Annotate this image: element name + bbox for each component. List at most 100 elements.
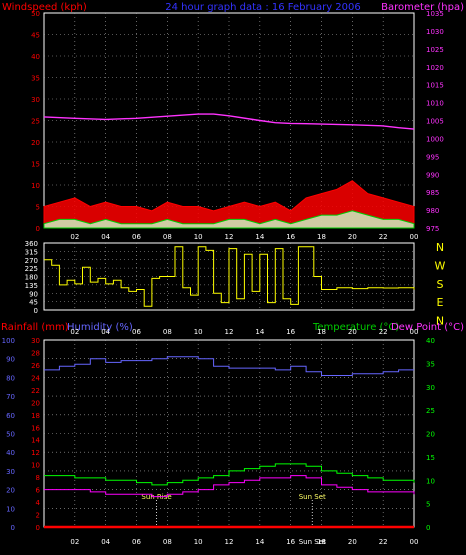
- rainfall-y-tick-label: 30: [31, 337, 40, 345]
- direction-panel-x-tick-label: 06: [132, 328, 141, 336]
- humidity-y-tick-label: 100: [2, 337, 15, 345]
- rainfall-y-tick-label: 6: [36, 487, 41, 495]
- humidity-y-tick-label: 70: [6, 393, 15, 401]
- wind-average-series: [43, 210, 415, 229]
- windspeed-y-tick-label: 15: [31, 161, 40, 169]
- direction-y-tick-label: 225: [25, 265, 38, 273]
- direction-panel-x-tick-label: 10: [194, 328, 203, 336]
- climate-panel-x-tick-label: 20: [348, 538, 357, 546]
- barometer-y-tick-label: 1030: [426, 28, 444, 36]
- humidity-series: [44, 356, 414, 376]
- temperature-y-tick-label: 30: [426, 384, 435, 392]
- wind-panel-x-tick-label: 18: [317, 233, 326, 241]
- rainfall-y-tick-label: 2: [36, 512, 40, 520]
- rainfall-y-tick-label: 24: [31, 374, 40, 382]
- direction-y-tick-label: 90: [29, 290, 38, 298]
- climate-panel-x-tick-label: 06: [132, 538, 141, 546]
- barometer-y-tick-label: 1015: [426, 82, 444, 90]
- barometer-axis-title: Barometer (hpa): [381, 2, 464, 13]
- rainfall-y-tick-label: 8: [36, 474, 40, 482]
- barometer-series: [43, 113, 415, 130]
- windspeed-y-tick-label: 5: [36, 204, 40, 212]
- climate-panel-x-tick-label: 14: [255, 538, 264, 546]
- wind-panel-x-tick-label: 20: [348, 233, 357, 241]
- climate-panel-x-tick-label: 18: [317, 538, 326, 546]
- rainfall-y-tick-label: 16: [31, 424, 40, 432]
- direction-panel-x-tick-label: 22: [379, 328, 388, 336]
- temperature-y-tick-label: 15: [426, 454, 435, 462]
- direction-y-tick-label: 180: [25, 274, 38, 282]
- direction-y-tick-label: 315: [25, 248, 38, 256]
- temperature-y-tick-label: 20: [426, 431, 435, 439]
- temperature-series: [44, 463, 415, 486]
- wind-panel-x-tick-label: 16: [286, 233, 295, 241]
- barometer-y-tick-label: 980: [426, 207, 439, 215]
- wind-direction-series: [44, 246, 415, 307]
- barometer-y-tick-label: 1020: [426, 64, 444, 72]
- direction-panel-x-tick-label: 18: [317, 328, 326, 336]
- barometer-y-tick-label: 1005: [426, 118, 444, 126]
- humidity-y-tick-label: 0: [11, 524, 15, 532]
- direction-y-tick-label: 360: [25, 240, 38, 248]
- humidity-y-tick-label: 30: [6, 468, 15, 476]
- barometer-y-tick-label: 1010: [426, 100, 444, 108]
- humidity-y-tick-label: 60: [6, 412, 15, 420]
- climate-panel-x-tick-label: 04: [101, 538, 110, 546]
- compass-direction-label: W: [435, 259, 446, 272]
- climate-panel-x-tick-label: 16: [286, 538, 295, 546]
- humidity-y-tick-label: 20: [6, 487, 15, 495]
- graph-date-title: 24 hour graph data : 16 February 2006: [165, 2, 361, 13]
- compass-direction-label: E: [437, 296, 444, 309]
- windspeed-y-tick-label: 30: [31, 96, 40, 104]
- direction-panel-x-tick-label: 16: [286, 328, 295, 336]
- rainfall-y-tick-label: 14: [31, 437, 40, 445]
- barometer-y-tick-label: 1025: [426, 46, 444, 54]
- windspeed-y-tick-label: 35: [31, 75, 40, 83]
- rainfall-y-tick-label: 4: [36, 499, 41, 507]
- compass-direction-label: N: [436, 241, 444, 254]
- temperature-y-tick-label: 25: [426, 407, 435, 415]
- humidity-y-tick-label: 80: [6, 374, 15, 382]
- direction-y-tick-label: 0: [34, 307, 38, 315]
- direction-panel-x-tick-label: 20: [348, 328, 357, 336]
- wind-panel-x-tick-label: 12: [225, 233, 234, 241]
- barometer-y-tick-label: 995: [426, 153, 439, 161]
- climate-panel-x-tick-label: 00: [410, 538, 419, 546]
- direction-panel-x-tick-label: 08: [163, 328, 172, 336]
- sunset-axis-label: Sun Set: [299, 538, 326, 546]
- wind-panel-x-tick-label: 22: [379, 233, 388, 241]
- direction-panel-x-tick-label: 14: [255, 328, 264, 336]
- humidity-y-tick-label: 10: [6, 505, 15, 513]
- humidity-axis-title: Humidity (%): [67, 322, 133, 333]
- compass-direction-label: N: [436, 315, 444, 328]
- direction-y-tick-label: 45: [29, 299, 38, 307]
- temperature-y-tick-label: 0: [426, 524, 430, 532]
- direction-panel-x-tick-label: 00: [410, 328, 419, 336]
- temperature-axis-title: Temperature (°C): [312, 322, 399, 333]
- direction-panel-x-tick-label: 12: [225, 328, 234, 336]
- dewpoint-axis-title: Dew Point (°C): [391, 322, 464, 333]
- sunset-label: Sun Set: [299, 493, 326, 501]
- wind-panel-x-tick-label: 02: [70, 233, 79, 241]
- windspeed-y-tick-label: 20: [31, 139, 40, 147]
- windspeed-y-tick-label: 10: [31, 182, 40, 190]
- climate-panel-x-tick-label: 12: [225, 538, 234, 546]
- climate-panel-x-tick-label: 22: [379, 538, 388, 546]
- wind-panel-x-tick-label: 04: [101, 233, 110, 241]
- rainfall-y-tick-label: 22: [31, 387, 40, 395]
- wind-panel-x-tick-label: 10: [194, 233, 203, 241]
- rainfall-axis-title: Rainfall (mm): [1, 322, 69, 333]
- windspeed-y-tick-label: 50: [31, 10, 40, 18]
- climate-panel-x-tick-label: 08: [163, 538, 172, 546]
- barometer-y-tick-label: 1035: [426, 10, 444, 18]
- rainfall-y-tick-label: 0: [36, 524, 40, 532]
- dewpoint-series: [44, 475, 415, 498]
- temperature-y-tick-label: 35: [426, 360, 435, 368]
- climate-panel-x-tick-label: 02: [70, 538, 79, 546]
- windspeed-axis-title: Windspeed (kph): [2, 2, 87, 13]
- rainfall-y-tick-label: 18: [31, 412, 40, 420]
- humidity-y-tick-label: 50: [6, 431, 15, 439]
- windspeed-y-tick-label: 45: [31, 32, 40, 40]
